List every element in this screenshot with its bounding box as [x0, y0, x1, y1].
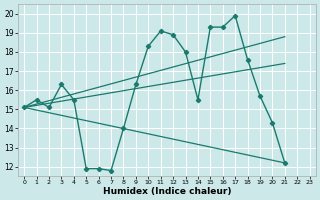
X-axis label: Humidex (Indice chaleur): Humidex (Indice chaleur) [103, 187, 231, 196]
